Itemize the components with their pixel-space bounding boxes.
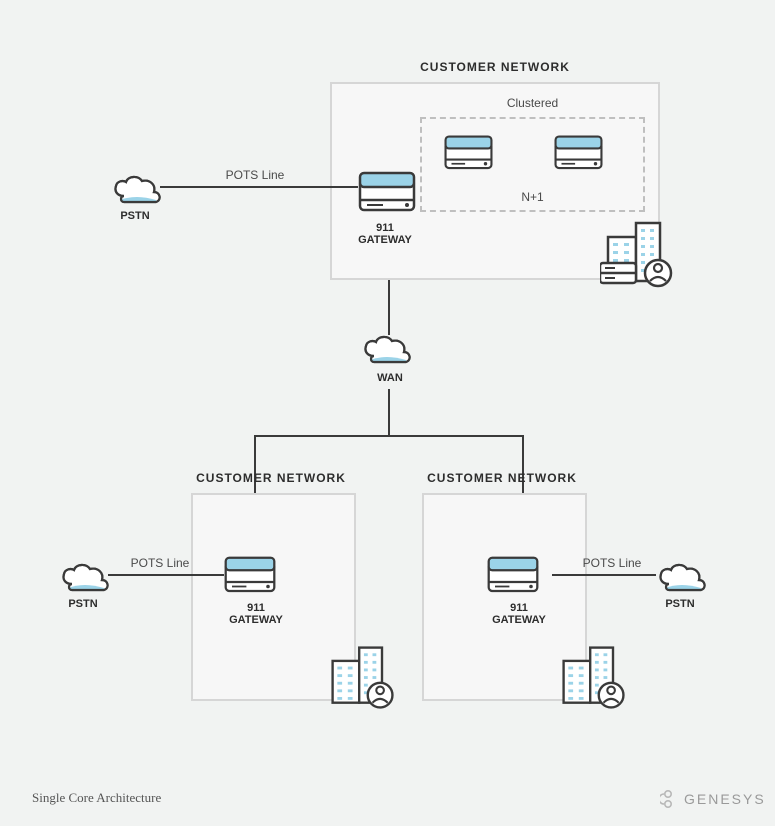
left-pstn-label: PSTN: [48, 598, 118, 610]
top-enterprise-icon: [600, 215, 675, 295]
brand-mark: GENESYS: [660, 788, 766, 810]
right-pstn-label: PSTN: [645, 598, 715, 610]
right-pots-line: [552, 574, 656, 576]
diagram-title: Single Core Architecture: [32, 790, 161, 806]
right-pstn-icon: [655, 558, 709, 599]
top-pots-label: POTS Line: [200, 168, 310, 182]
right-customer-network-title: CUSTOMER NETWORK: [402, 471, 602, 485]
left-gateway-icon: [223, 555, 277, 599]
right-enterprise-icon: [556, 640, 627, 716]
right-gw-l2: GATEWAY: [469, 614, 569, 626]
top-gateway-icon: [357, 170, 417, 219]
wan-v1: [388, 389, 390, 437]
top-pstn-icon: [110, 170, 164, 211]
right-pots-label: POTS Line: [562, 556, 662, 570]
clustered-title: Clustered: [420, 96, 645, 110]
diagram-canvas: CUSTOMER NETWORKClusteredN+1911GATEWAYPS…: [0, 0, 775, 826]
left-pots-label: POTS Line: [110, 556, 210, 570]
right-gw-l1: 911: [469, 602, 569, 614]
left-customer-network-title: CUSTOMER NETWORK: [171, 471, 371, 485]
cluster-server1-icon: [443, 134, 494, 176]
cluster-server2-icon: [553, 134, 604, 176]
wan-label: WAN: [350, 372, 430, 384]
top-to-wan-line: [388, 280, 390, 335]
left-gw-l2: GATEWAY: [206, 614, 306, 626]
wan-icon: [360, 330, 414, 371]
left-gw-l1: 911: [206, 602, 306, 614]
right-gateway-icon: [486, 555, 540, 599]
top-pots-line: [160, 186, 358, 188]
top-gw-l2: GATEWAY: [340, 234, 430, 246]
top-customer-network-title: CUSTOMER NETWORK: [330, 60, 660, 74]
top-gw-l1: 911: [340, 222, 430, 234]
top-pstn-label: PSTN: [100, 210, 170, 222]
left-pots-line: [108, 574, 224, 576]
nplus1-label: N+1: [420, 190, 645, 204]
wan-h: [254, 435, 524, 437]
left-enterprise-icon: [325, 640, 396, 716]
left-pstn-icon: [58, 558, 112, 599]
